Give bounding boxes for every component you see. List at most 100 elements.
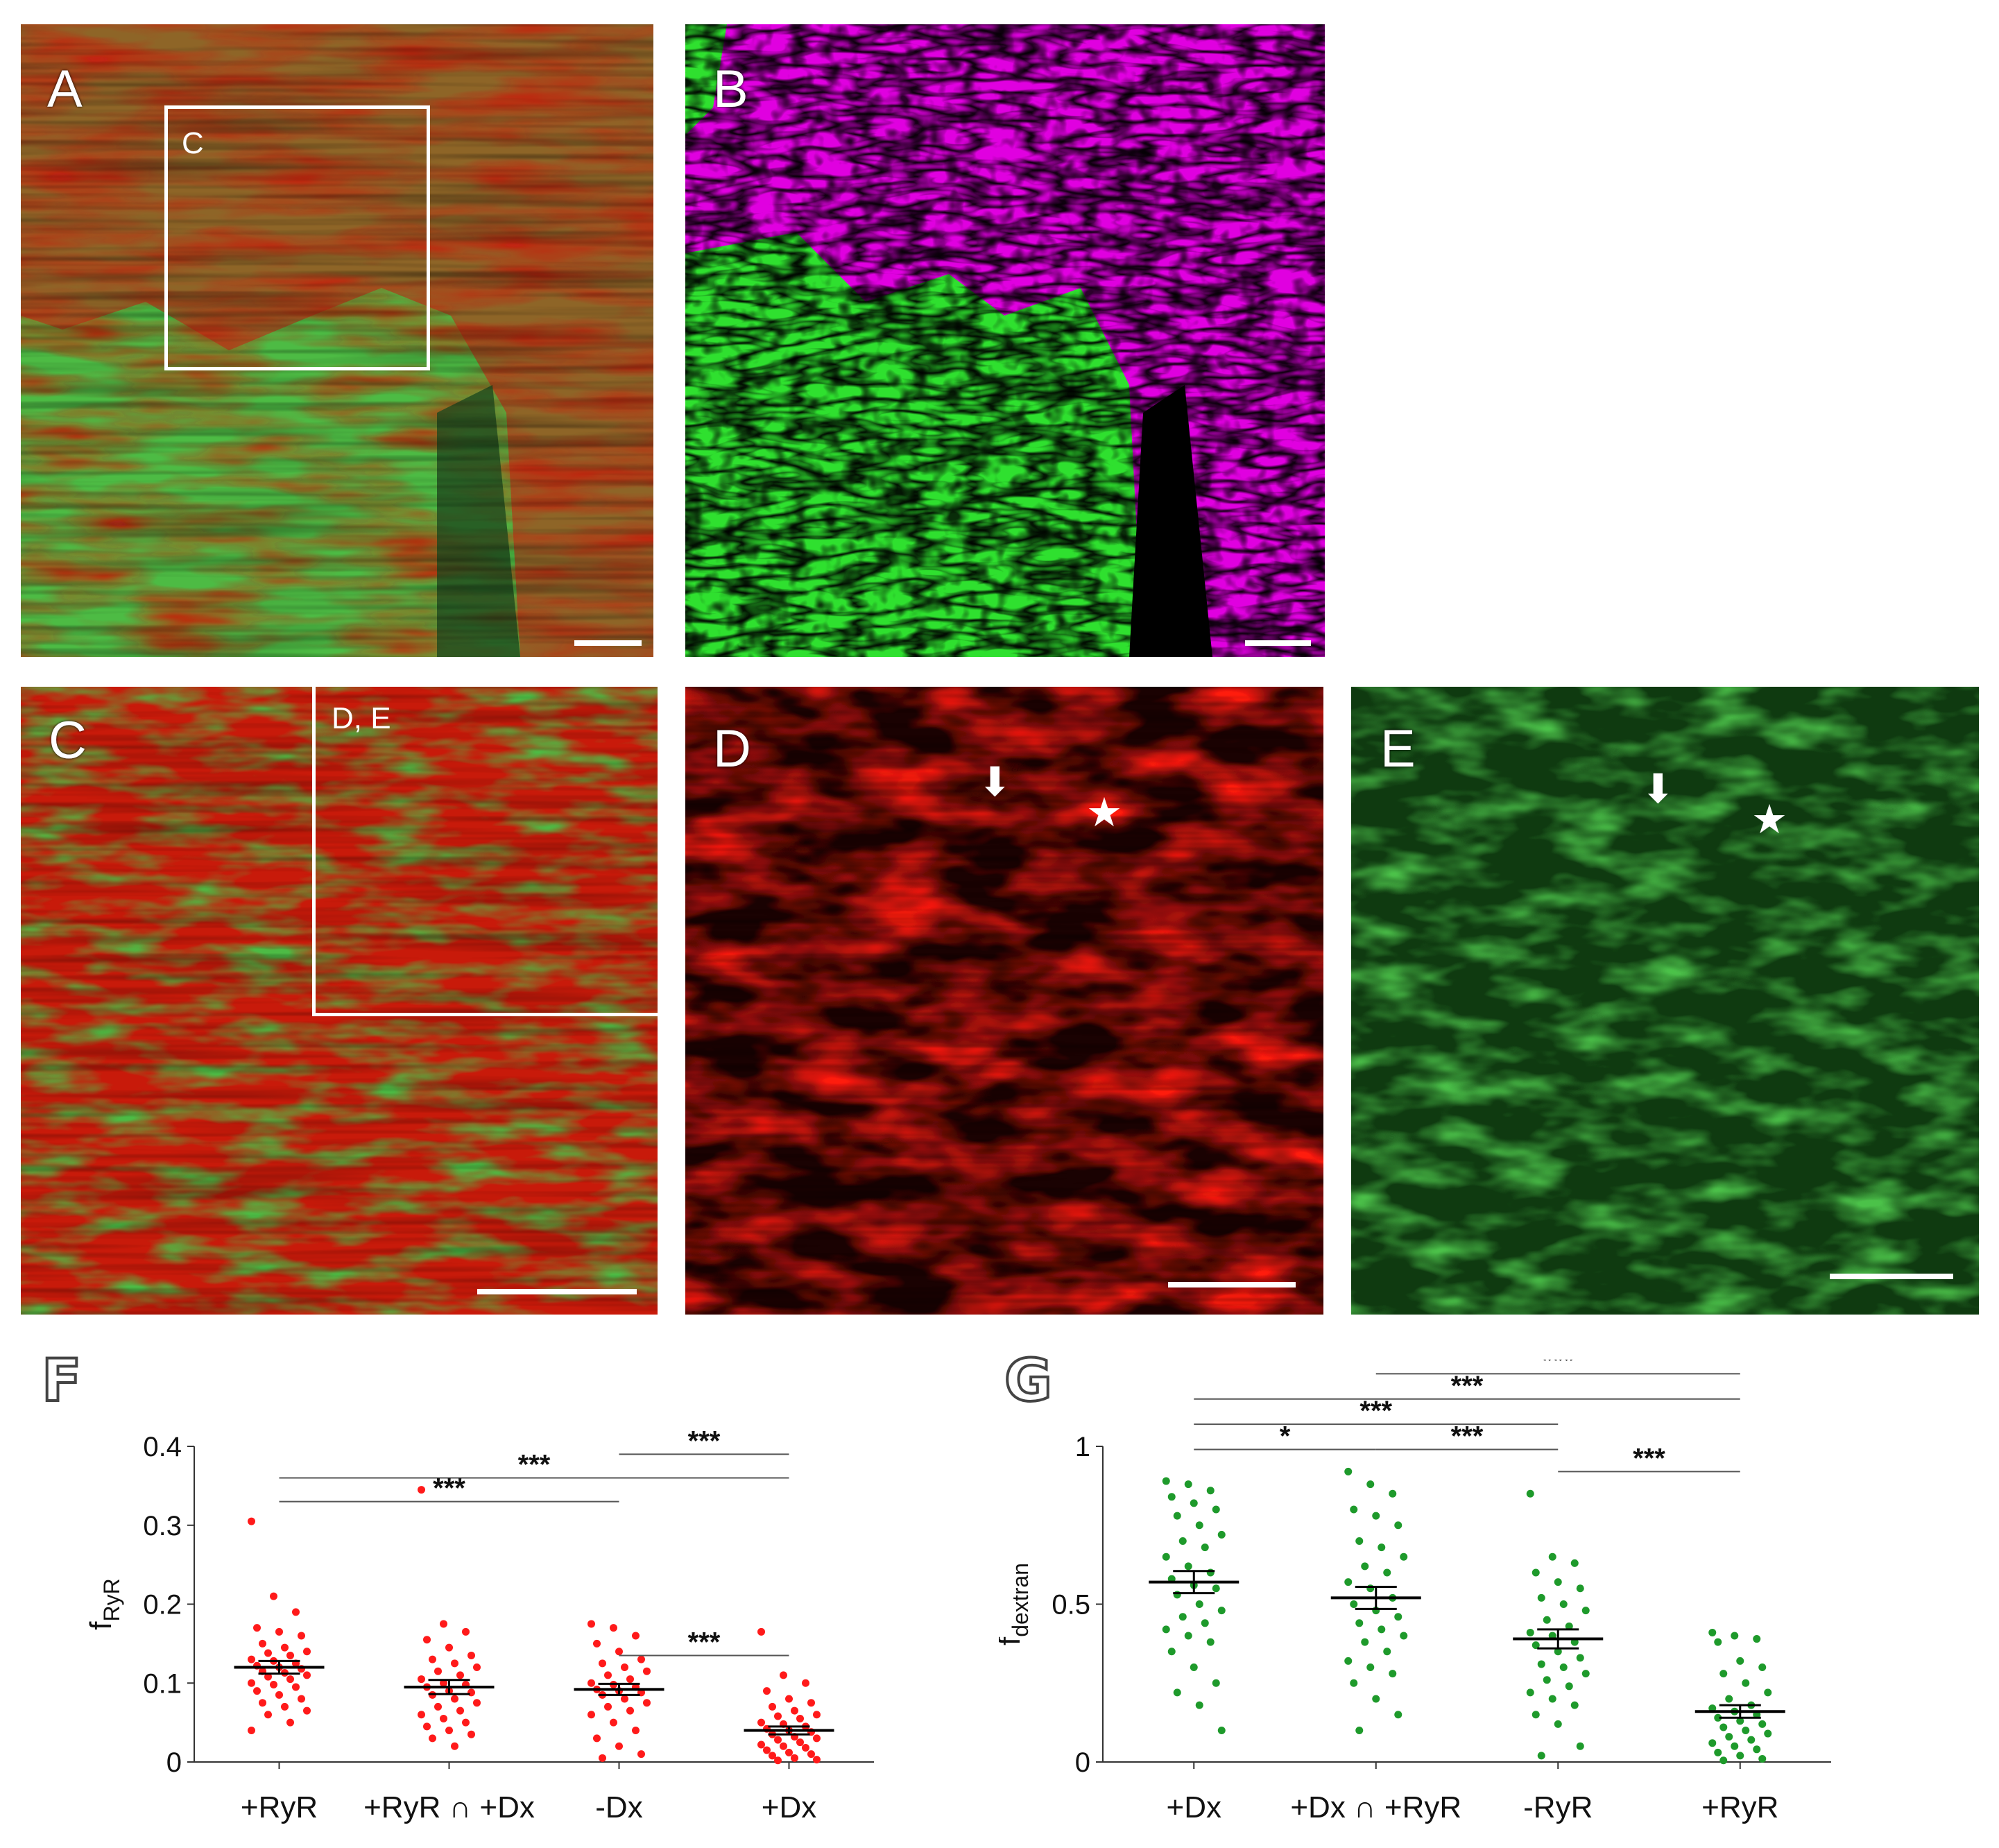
data-point	[248, 1517, 255, 1525]
data-point	[604, 1702, 612, 1711]
y-tick-label: 0.3	[143, 1511, 182, 1541]
data-point	[1389, 1489, 1397, 1498]
panel-b-image	[685, 24, 1325, 657]
data-point	[1714, 1638, 1722, 1646]
data-point	[813, 1711, 821, 1719]
data-point	[1195, 1701, 1203, 1709]
data-point	[621, 1695, 628, 1703]
data-point	[813, 1734, 821, 1743]
data-point	[1212, 1584, 1220, 1593]
data-point	[1532, 1568, 1540, 1577]
data-point	[462, 1718, 470, 1727]
data-point	[248, 1727, 255, 1734]
data-point	[1719, 1670, 1728, 1678]
data-point	[1543, 1616, 1551, 1624]
data-point	[1565, 1622, 1573, 1630]
data-point	[1167, 1648, 1176, 1656]
data-point	[434, 1702, 442, 1711]
significance-label: ***	[688, 1426, 721, 1456]
panel-e-image	[1351, 687, 1979, 1315]
data-point	[1217, 1530, 1226, 1539]
data-point	[286, 1675, 294, 1684]
data-point	[626, 1675, 634, 1684]
y-axis-label-main: f	[84, 1621, 118, 1630]
data-point	[1190, 1499, 1198, 1507]
data-point	[248, 1679, 255, 1687]
data-point	[1184, 1562, 1192, 1571]
data-point	[1576, 1584, 1584, 1593]
x-tick-label: +RyR	[1701, 1790, 1778, 1824]
data-point	[1350, 1505, 1358, 1514]
data-point	[1753, 1635, 1761, 1643]
data-point	[303, 1648, 311, 1656]
significance-label: ***	[518, 1450, 551, 1480]
data-point	[1383, 1568, 1391, 1577]
data-point	[587, 1620, 595, 1628]
significance-label: *	[1280, 1421, 1291, 1452]
data-point	[757, 1627, 765, 1636]
chart-f: 0 0.1 0.2 0.3 0.4 fRyR +RyR +RyR ∩ +Dx -Dx +Dx ***…	[84, 1426, 874, 1824]
data-point	[467, 1651, 475, 1659]
data-point	[467, 1688, 475, 1697]
data-point	[1206, 1568, 1215, 1577]
panel-letter: B	[713, 60, 748, 119]
data-point	[264, 1649, 272, 1657]
data-point	[1554, 1578, 1562, 1586]
data-point	[1178, 1537, 1187, 1545]
x-tick-label: +RyR	[241, 1790, 318, 1824]
scale-bar	[1830, 1274, 1953, 1279]
data-point	[1355, 1727, 1364, 1734]
data-point	[456, 1706, 464, 1715]
data-point	[587, 1679, 595, 1687]
data-point	[1548, 1695, 1556, 1703]
data-point	[1344, 1578, 1353, 1586]
data-point	[1383, 1648, 1391, 1656]
y-axis-label: fdextran	[999, 1563, 1033, 1645]
data-point	[1206, 1638, 1215, 1646]
y-tick-label: 0.1	[143, 1668, 182, 1699]
data-point	[1212, 1505, 1220, 1514]
panel-letter: D	[713, 719, 751, 778]
data-point	[1570, 1701, 1579, 1709]
data-point	[1526, 1628, 1534, 1636]
data-point	[763, 1687, 771, 1695]
data-point	[1212, 1679, 1220, 1687]
panel-letter: E	[1380, 719, 1416, 778]
arrow-down-icon: ⬇	[1641, 765, 1675, 812]
data-point	[785, 1748, 793, 1756]
data-point	[1206, 1487, 1215, 1495]
y-tick-label: 0.4	[143, 1432, 182, 1462]
data-point	[1173, 1688, 1181, 1697]
roi-label: C	[182, 126, 204, 160]
data-point	[253, 1687, 261, 1695]
y-tick-label: 1	[1075, 1432, 1090, 1462]
data-point	[1708, 1628, 1717, 1636]
data-point	[1184, 1632, 1192, 1640]
data-point	[1570, 1559, 1579, 1567]
data-point	[593, 1734, 601, 1743]
data-point	[621, 1663, 628, 1671]
data-point	[599, 1659, 606, 1668]
data-point	[780, 1671, 787, 1679]
data-point	[1162, 1625, 1170, 1634]
panel-c: C D, E	[21, 687, 658, 1315]
data-point	[610, 1624, 617, 1632]
data-point	[253, 1624, 261, 1632]
data-point	[1190, 1663, 1198, 1671]
data-point	[270, 1681, 277, 1689]
significance-label: ***	[688, 1627, 721, 1657]
panel-d-image	[685, 687, 1323, 1315]
scale-bar	[1168, 1282, 1296, 1287]
data-point	[286, 1718, 294, 1727]
data-point	[292, 1608, 300, 1616]
panel-letter: C	[49, 711, 87, 770]
data-point	[1366, 1584, 1375, 1593]
data-point	[1173, 1512, 1181, 1520]
data-point	[1764, 1688, 1772, 1697]
data-point	[1378, 1543, 1386, 1552]
data-point	[637, 1750, 645, 1759]
data-point	[248, 1655, 255, 1663]
data-point	[281, 1643, 289, 1652]
data-point	[757, 1740, 765, 1749]
data-point	[763, 1746, 771, 1754]
